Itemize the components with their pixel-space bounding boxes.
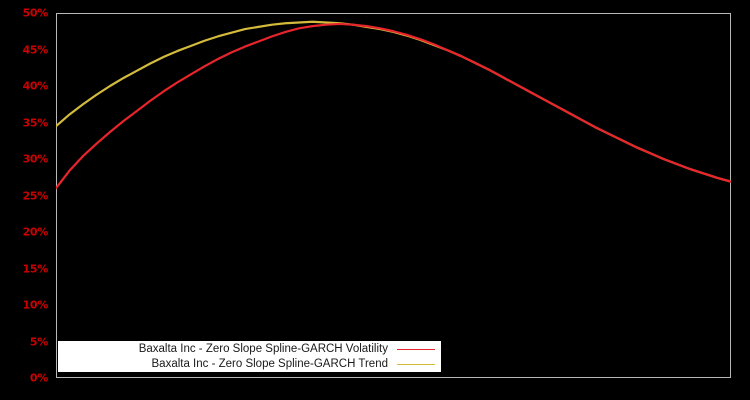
y-tick-label: 35%: [22, 116, 49, 129]
plot-area: [56, 20, 731, 190]
legend-item-volatility: Baxalta Inc - Zero Slope Spline-GARCH Vo…: [58, 342, 441, 357]
y-tick-label: 45%: [22, 43, 49, 56]
series-group: [56, 20, 731, 190]
series-line: [56, 22, 731, 190]
y-tick-label: 0%: [29, 371, 48, 385]
legend-item-trend: Baxalta Inc - Zero Slope Spline-GARCH Tr…: [58, 357, 441, 372]
y-tick-label: 15%: [22, 262, 49, 275]
plot-frame: [56, 13, 731, 378]
y-tick-label: 50%: [22, 6, 49, 20]
y-tick-label: 5%: [29, 335, 48, 348]
y-tick-label: 10%: [22, 298, 49, 312]
y-axis: 50% 45% 40% 35% 30% 25% 20% 15% 10% 5% 0%: [0, 0, 52, 400]
y-tick-label: 20%: [22, 225, 49, 239]
series-line: [56, 20, 731, 183]
y-tick-label: 25%: [22, 189, 49, 202]
y-tick-label: 30%: [22, 152, 49, 166]
trend-line-swatch: [397, 364, 435, 365]
volatility-line-swatch: [397, 349, 435, 350]
legend-label-trend: Baxalta Inc - Zero Slope Spline-GARCH Tr…: [151, 358, 389, 370]
chart-legend: Baxalta Inc - Zero Slope Spline-GARCH Vo…: [58, 341, 441, 372]
legend-label-volatility: Baxalta Inc - Zero Slope Spline-GARCH Vo…: [138, 343, 388, 355]
y-tick-label: 40%: [22, 79, 49, 93]
